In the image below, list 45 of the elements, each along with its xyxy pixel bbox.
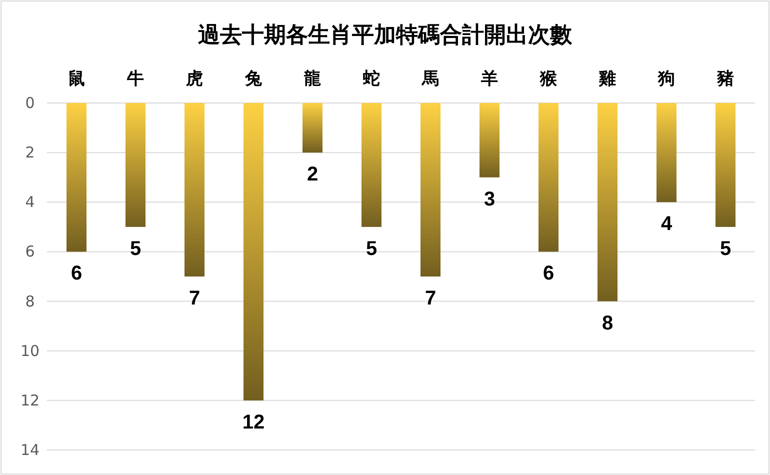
data-label: 2 bbox=[306, 164, 318, 186]
x-tick-label: 蛇 bbox=[362, 69, 380, 89]
y-tick-label: 10 bbox=[20, 342, 40, 360]
bar bbox=[362, 103, 382, 227]
data-label: 3 bbox=[484, 188, 496, 210]
bar bbox=[598, 103, 618, 302]
bar bbox=[716, 103, 736, 227]
bar bbox=[184, 103, 204, 276]
y-tick-label: 8 bbox=[25, 292, 35, 310]
data-label: 5 bbox=[366, 238, 378, 260]
bar bbox=[538, 103, 558, 252]
x-tick-label: 雞 bbox=[598, 69, 616, 89]
x-tick-label: 虎 bbox=[185, 69, 203, 89]
bar bbox=[126, 103, 146, 227]
data-label: 8 bbox=[602, 312, 614, 334]
data-label: 5 bbox=[130, 238, 142, 260]
x-tick-label: 龍 bbox=[303, 69, 321, 89]
y-tick-label: 14 bbox=[20, 441, 40, 459]
bar bbox=[66, 103, 86, 252]
bar bbox=[244, 103, 264, 400]
data-label: 4 bbox=[660, 213, 673, 236]
x-tick-label: 猴 bbox=[539, 69, 558, 89]
y-tick-label: 2 bbox=[25, 144, 35, 162]
x-tick-label: 兔 bbox=[244, 69, 263, 89]
chart-title: 過去十期各生肖平加特碼合計開出次數 bbox=[198, 22, 573, 48]
y-tick-label: 0 bbox=[25, 94, 35, 112]
y-tick-label: 4 bbox=[25, 193, 35, 212]
bar bbox=[302, 103, 322, 153]
data-label: 6 bbox=[70, 262, 82, 285]
data-label: 12 bbox=[242, 411, 265, 434]
bar bbox=[420, 103, 440, 276]
data-label: 7 bbox=[188, 288, 200, 310]
y-tick-label: 12 bbox=[20, 391, 40, 410]
y-tick-label: 6 bbox=[25, 242, 35, 261]
bar bbox=[480, 103, 500, 178]
x-tick-label: 牛 bbox=[126, 69, 144, 89]
data-label: 5 bbox=[720, 238, 732, 260]
x-tick-label: 羊 bbox=[480, 69, 498, 89]
x-tick-label: 馬 bbox=[421, 69, 439, 89]
data-label: 7 bbox=[424, 288, 436, 310]
x-tick-label: 豬 bbox=[716, 69, 734, 89]
x-tick-label: 狗 bbox=[657, 69, 675, 89]
x-tick-label: 鼠 bbox=[68, 69, 85, 89]
data-label: 6 bbox=[542, 262, 554, 285]
bar bbox=[656, 103, 676, 202]
